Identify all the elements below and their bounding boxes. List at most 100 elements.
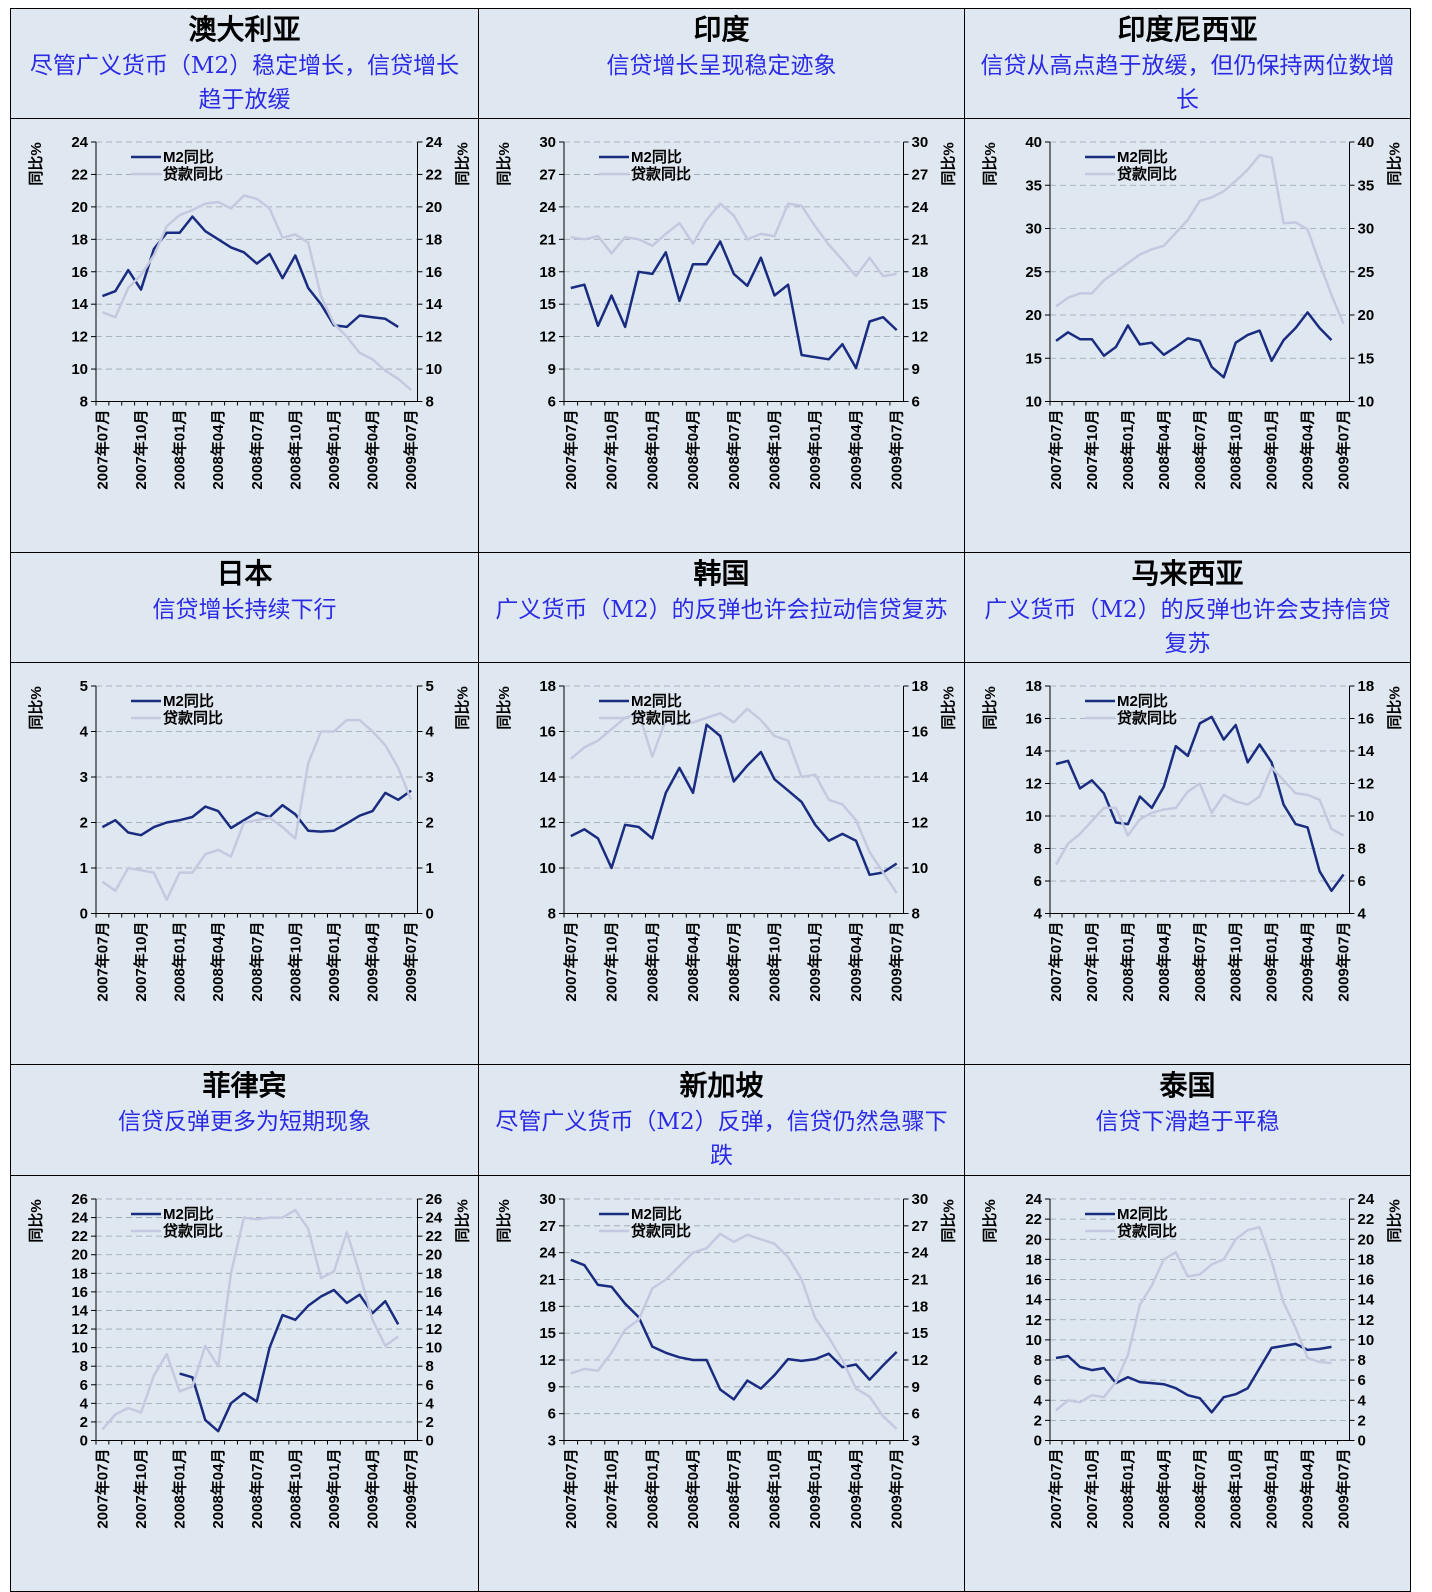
y2-tick-label: 8 xyxy=(426,394,434,411)
legend-label: M2同比 xyxy=(631,1205,682,1223)
series-line xyxy=(570,240,898,370)
chart-title: 菲律宾 xyxy=(202,1069,287,1102)
y2-tick-label: 10 xyxy=(912,860,929,877)
y-tick-label: 15 xyxy=(539,296,556,313)
y-tick-label: 16 xyxy=(539,724,556,741)
y-axis-label: 同比% xyxy=(495,686,513,729)
y-tick-label: 27 xyxy=(539,1218,556,1235)
y-tick-label: 6 xyxy=(1034,1372,1042,1389)
y-tick-label: 12 xyxy=(539,815,556,832)
x-tick-label: 2008年10月 xyxy=(1227,1449,1245,1529)
y-axis-label: 同比% xyxy=(981,142,999,185)
y-tick-label: 8 xyxy=(1034,1352,1042,1369)
x-tick-label: 2008年01月 xyxy=(171,410,189,490)
y-tick-label: 24 xyxy=(71,1210,88,1227)
y2-tick-label: 15 xyxy=(912,1325,929,1342)
series-line xyxy=(1055,311,1333,379)
y-tick-label: 6 xyxy=(80,1377,88,1394)
y-tick-label: 18 xyxy=(71,231,88,248)
legend-label: M2同比 xyxy=(163,148,214,166)
legend-label: M2同比 xyxy=(1117,1205,1168,1223)
y2-tick-label: 2 xyxy=(426,1414,434,1431)
x-tick-label: 2009年07月 xyxy=(402,1449,420,1529)
y-tick-label: 18 xyxy=(539,678,556,695)
x-tick-label: 2009年01月 xyxy=(325,1449,343,1529)
y2-tick-label: 14 xyxy=(1358,743,1375,760)
x-tick-label: 2008年10月 xyxy=(1227,922,1245,1002)
y-tick-label: 30 xyxy=(539,1191,556,1208)
y2-tick-label: 10 xyxy=(426,361,443,378)
y-tick-label: 4 xyxy=(1034,906,1043,923)
y-tick-label: 4 xyxy=(80,724,89,741)
chart: 0246810121416182022242602468101214161820… xyxy=(27,1191,472,1529)
chart-subtitle: 信贷增长呈现稳定迹象 xyxy=(606,53,837,79)
y-tick-label: 22 xyxy=(71,1228,88,1245)
x-tick-label: 2008年07月 xyxy=(248,922,266,1002)
y2-tick-label: 24 xyxy=(1358,1191,1375,1208)
series-line xyxy=(101,789,412,837)
y2-tick-label: 21 xyxy=(912,231,929,248)
x-tick-label: 2007年10月 xyxy=(603,922,621,1002)
y-tick-label: 40 xyxy=(1025,134,1042,151)
x-tick-label: 2009年01月 xyxy=(325,922,343,1002)
chart-cell: 6 9 12 15 18 21 24 27 30 6 9 12 15 18 21 24 27 30 同比% 同比% 20… xyxy=(479,119,965,553)
y-tick-label: 6 xyxy=(1034,873,1042,890)
x-tick-label: 2008年01月 xyxy=(1119,1449,1137,1529)
x-tick-label: 2008年10月 xyxy=(1227,410,1245,490)
y2-tick-label: 24 xyxy=(426,134,443,151)
y-tick-label: 35 xyxy=(1025,177,1042,194)
y-tick-label: 4 xyxy=(1034,1392,1043,1409)
x-tick-label: 2008年07月 xyxy=(1191,922,1209,1002)
x-tick-label: 2009年04月 xyxy=(1299,410,1317,490)
legend-label: 贷款同比 xyxy=(1117,709,1177,727)
series-line xyxy=(570,723,898,877)
y2-tick-label: 4 xyxy=(426,1395,435,1412)
y-tick-label: 10 xyxy=(1025,808,1042,825)
x-tick-label: 2007年07月 xyxy=(93,922,111,1002)
x-tick-label: 2007年10月 xyxy=(1083,922,1101,1002)
chart-subtitle: 信贷增长持续下行 xyxy=(152,597,337,623)
y2-tick-label: 2 xyxy=(1358,1412,1366,1429)
y-tick-label: 10 xyxy=(539,860,556,877)
y-tick-label: 10 xyxy=(71,361,88,378)
x-tick-label: 2008年04月 xyxy=(209,410,227,490)
y-tick-label: 3 xyxy=(80,769,88,786)
chart-header: 菲律宾 信贷反弹更多为短期现象 xyxy=(11,1065,479,1176)
y-tick-label: 16 xyxy=(71,1284,88,1301)
legend-label: M2同比 xyxy=(1117,148,1168,166)
y2-tick-label: 8 xyxy=(426,1358,434,1375)
x-tick-label: 2007年07月 xyxy=(562,1449,580,1529)
x-tick-label: 2009年04月 xyxy=(363,410,381,490)
y2-tick-label: 10 xyxy=(426,1340,443,1357)
x-tick-label: 2008年10月 xyxy=(765,410,783,490)
chart: 8 10 12 14 16 18 8 10 12 14 16 18 同比% 同比% 2007年07月 2007… xyxy=(495,678,958,1002)
series-line xyxy=(1055,715,1345,893)
x-tick-label: 2009年01月 xyxy=(806,922,824,1002)
series-line xyxy=(1055,1225,1332,1412)
series-line xyxy=(101,215,399,329)
y2-tick-label: 16 xyxy=(1358,711,1375,728)
y-tick-label: 8 xyxy=(548,906,556,923)
y2-tick-label: 1 xyxy=(426,860,434,877)
legend-label: 贷款同比 xyxy=(1117,165,1177,183)
y2-tick-label: 12 xyxy=(1358,776,1375,793)
y2-tick-label: 16 xyxy=(426,1284,443,1301)
y-tick-label: 14 xyxy=(539,769,556,786)
y2-tick-label: 22 xyxy=(426,166,443,183)
y-tick-label: 9 xyxy=(548,361,556,378)
y-tick-label: 8 xyxy=(80,1358,88,1375)
chart: 0 1 2 3 4 5 0 1 2 3 4 5 同比% 同比% 2007年07月 2007年10月 2008年0… xyxy=(27,678,472,1002)
x-tick-label: 2008年10月 xyxy=(286,922,304,1002)
chart: 3 6 9 12 15 18 21 24 27 30 3 6 9 12 15 18 21 24 27 30 同比% 同比%… xyxy=(495,1191,958,1529)
y2-tick-label: 21 xyxy=(912,1272,929,1289)
x-tick-label: 2007年10月 xyxy=(132,922,150,1002)
x-tick-label: 2008年01月 xyxy=(643,410,661,490)
y2-tick-label: 4 xyxy=(1358,906,1367,923)
x-tick-label: 2009年04月 xyxy=(847,1449,865,1529)
y-tick-label: 4 xyxy=(80,1395,89,1412)
chart-subtitle: 广义货币（M2）的反弹也许会支持信贷复苏 xyxy=(984,597,1391,657)
y2-tick-label: 40 xyxy=(1358,134,1375,151)
legend-label: 贷款同比 xyxy=(631,1222,691,1240)
y2-tick-label: 15 xyxy=(1358,350,1375,367)
x-tick-label: 2008年10月 xyxy=(286,1449,304,1529)
